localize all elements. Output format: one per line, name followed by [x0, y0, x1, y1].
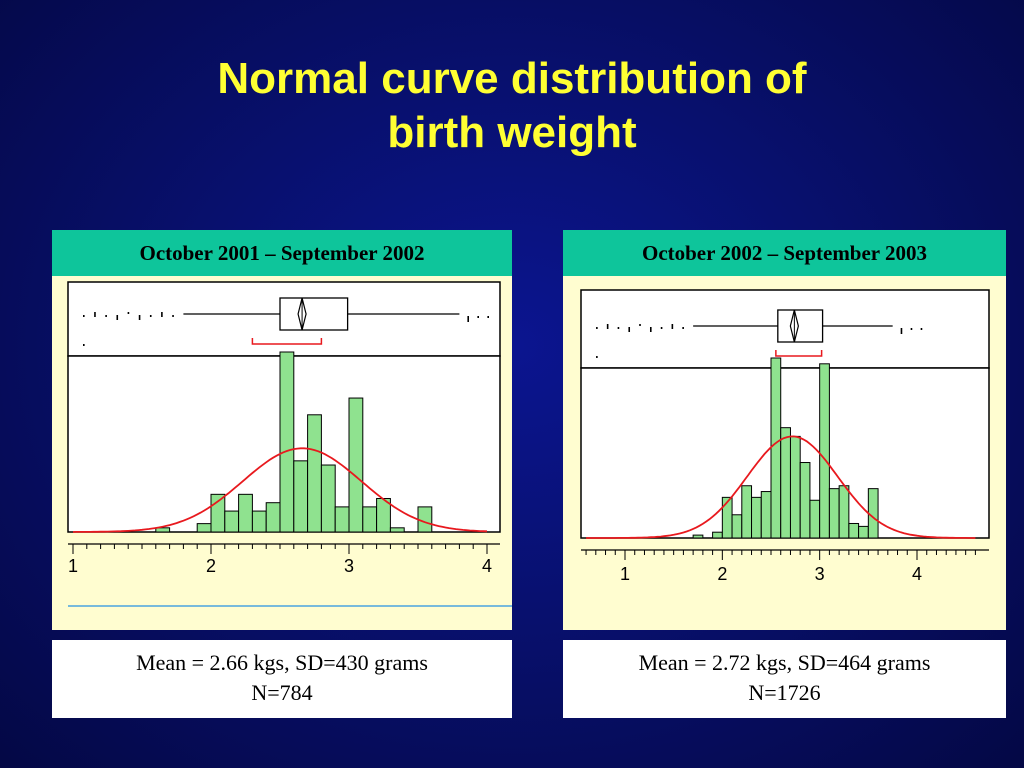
- outlier-mark: [660, 327, 663, 329]
- chart-panel-2001-2002: October 2001 – September 2002 1 2 3 4: [52, 230, 512, 630]
- histogram-bar-2002-2003-0: [692, 534, 704, 539]
- histogram-bar-2002-2003-12: [819, 363, 830, 539]
- slide-title-line2: birth weight: [387, 108, 637, 157]
- slide-title: Normal curve distribution of birth weigh…: [0, 52, 1024, 160]
- panel-header-2002-2003: October 2002 – September 2003: [563, 230, 1006, 276]
- histogram-bar-2001-2002-11: [334, 506, 350, 533]
- panel-header-2001-2002: October 2001 – September 2002: [52, 230, 512, 276]
- outlier-mark: [682, 327, 684, 329]
- stats-box-2001-2002: Mean = 2.66 kgs, SD=430 grams N=784: [52, 640, 512, 718]
- outlier-mark: [161, 312, 163, 317]
- x-tick-label-2001-2002-1: 1: [68, 556, 78, 576]
- outlier-mark: [105, 315, 107, 317]
- outlier-mark: [477, 316, 479, 318]
- histogram-bar-2001-2002-9: [307, 414, 322, 533]
- outlier-mark: [172, 315, 174, 317]
- outlier-mark: [617, 327, 620, 329]
- outlier-mark: [596, 356, 598, 358]
- chart-panel-2002-2003: October 2002 – September 2003 1 2 3 4: [563, 230, 1006, 630]
- histogram-bar-2002-2003-7: [770, 357, 782, 539]
- outlier-mark: [900, 328, 903, 334]
- x-tick-label-2002-2003-1: 1: [620, 564, 630, 584]
- histogram-bar-2002-2003-15: [848, 522, 860, 539]
- outlier-mark: [487, 316, 489, 318]
- histogram-bar-2002-2003-9: [789, 435, 801, 539]
- histogram-bar-2001-2002-4: [238, 493, 253, 533]
- outlier-mark: [149, 315, 152, 317]
- histogram-bar-2001-2002-10: [320, 464, 336, 533]
- outlier-mark: [127, 312, 130, 314]
- histogram-bar-2002-2003-3: [731, 514, 743, 539]
- outlier-mark: [116, 315, 119, 320]
- histogram-bar-2001-2002-3: [224, 510, 240, 533]
- histogram-bar-2002-2003-5: [751, 496, 762, 539]
- slide-title-line1: Normal curve distribution of: [217, 54, 807, 103]
- x-tick-label-2002-2003-2: 2: [717, 564, 727, 584]
- x-tick-label-2002-2003-4: 4: [912, 564, 922, 584]
- histogram-bar-2002-2003-17: [867, 488, 879, 539]
- histogram-bar-2001-2002-12: [348, 397, 364, 533]
- histogram-bar-2002-2003-14: [838, 485, 850, 539]
- normal-curve-2002-2003: [586, 435, 976, 539]
- x-tick-label-2001-2002-4: 4: [482, 556, 492, 576]
- histogram-bar-2002-2003-6: [760, 491, 772, 539]
- histogram-bar-2001-2002-13: [362, 506, 378, 533]
- outlier-mark: [628, 327, 631, 332]
- outlier-mark: [596, 327, 598, 329]
- outlier-mark: [910, 328, 913, 330]
- histogram-bar-2001-2002-8: [293, 460, 309, 533]
- histogram-bar-2001-2002-5: [251, 510, 267, 533]
- histogram-bar-2001-2002-15: [389, 527, 405, 533]
- outlier-mark: [138, 315, 141, 320]
- histogram-bar-2002-2003-10: [799, 462, 811, 539]
- histogram-2002-2003: 1 2 3 4: [580, 289, 990, 584]
- boxplot-box-2001-2002: [279, 297, 349, 331]
- stats-n-2001-2002: N=784: [251, 680, 313, 705]
- median-ci-bracket-2002-2003: [775, 350, 823, 357]
- histogram-bar-2001-2002-1: [196, 523, 212, 533]
- outlier-mark: [639, 324, 641, 326]
- stats-mean-sd-2001-2002: Mean = 2.66 kgs, SD=430 grams: [136, 650, 428, 675]
- histogram-bar-2001-2002-7: [279, 351, 295, 533]
- histogram-bar-2002-2003-4: [741, 485, 753, 539]
- outlier-mark: [83, 315, 85, 317]
- boxplot-box-2002-2003: [777, 309, 824, 343]
- x-tick-label-2001-2002-2: 2: [206, 556, 216, 576]
- outlier-mark: [94, 312, 96, 317]
- outlier-mark: [649, 327, 652, 332]
- histogram-bar-2001-2002-6: [265, 502, 281, 533]
- stats-mean-sd-2002-2003: Mean = 2.72 kgs, SD=464 grams: [638, 650, 931, 675]
- outlier-mark: [671, 324, 674, 329]
- histogram-bar-2002-2003-11: [809, 499, 821, 539]
- stats-box-2002-2003: Mean = 2.72 kgs, SD=464 grams N=1726: [563, 640, 1006, 718]
- outlier-mark: [83, 344, 85, 346]
- histogram-bar-2002-2003-1: [712, 531, 723, 539]
- histogram-2001-2002: 1 2 3 4: [67, 281, 512, 607]
- outlier-mark: [467, 316, 469, 322]
- median-ci-bracket-2001-2002: [251, 338, 323, 345]
- boxplot-outliers-2001-2002: [83, 312, 489, 346]
- histogram-bar-2001-2002-0: [155, 527, 171, 533]
- histogram-bar-2002-2003-8: [780, 427, 791, 539]
- boxplot-outliers-2002-2003: [596, 324, 923, 358]
- outlier-mark: [920, 328, 923, 330]
- x-tick-label-2001-2002-3: 3: [344, 556, 354, 576]
- stats-n-2002-2003: N=1726: [748, 680, 821, 705]
- outlier-mark: [606, 324, 609, 329]
- normal-curve-2001-2002: [72, 447, 488, 533]
- histogram-bar-2002-2003-16: [858, 525, 869, 539]
- histogram-bar-2001-2002-2: [210, 493, 226, 533]
- x-tick-label-2002-2003-3: 3: [815, 564, 825, 584]
- histogram-bar-2002-2003-13: [828, 488, 840, 539]
